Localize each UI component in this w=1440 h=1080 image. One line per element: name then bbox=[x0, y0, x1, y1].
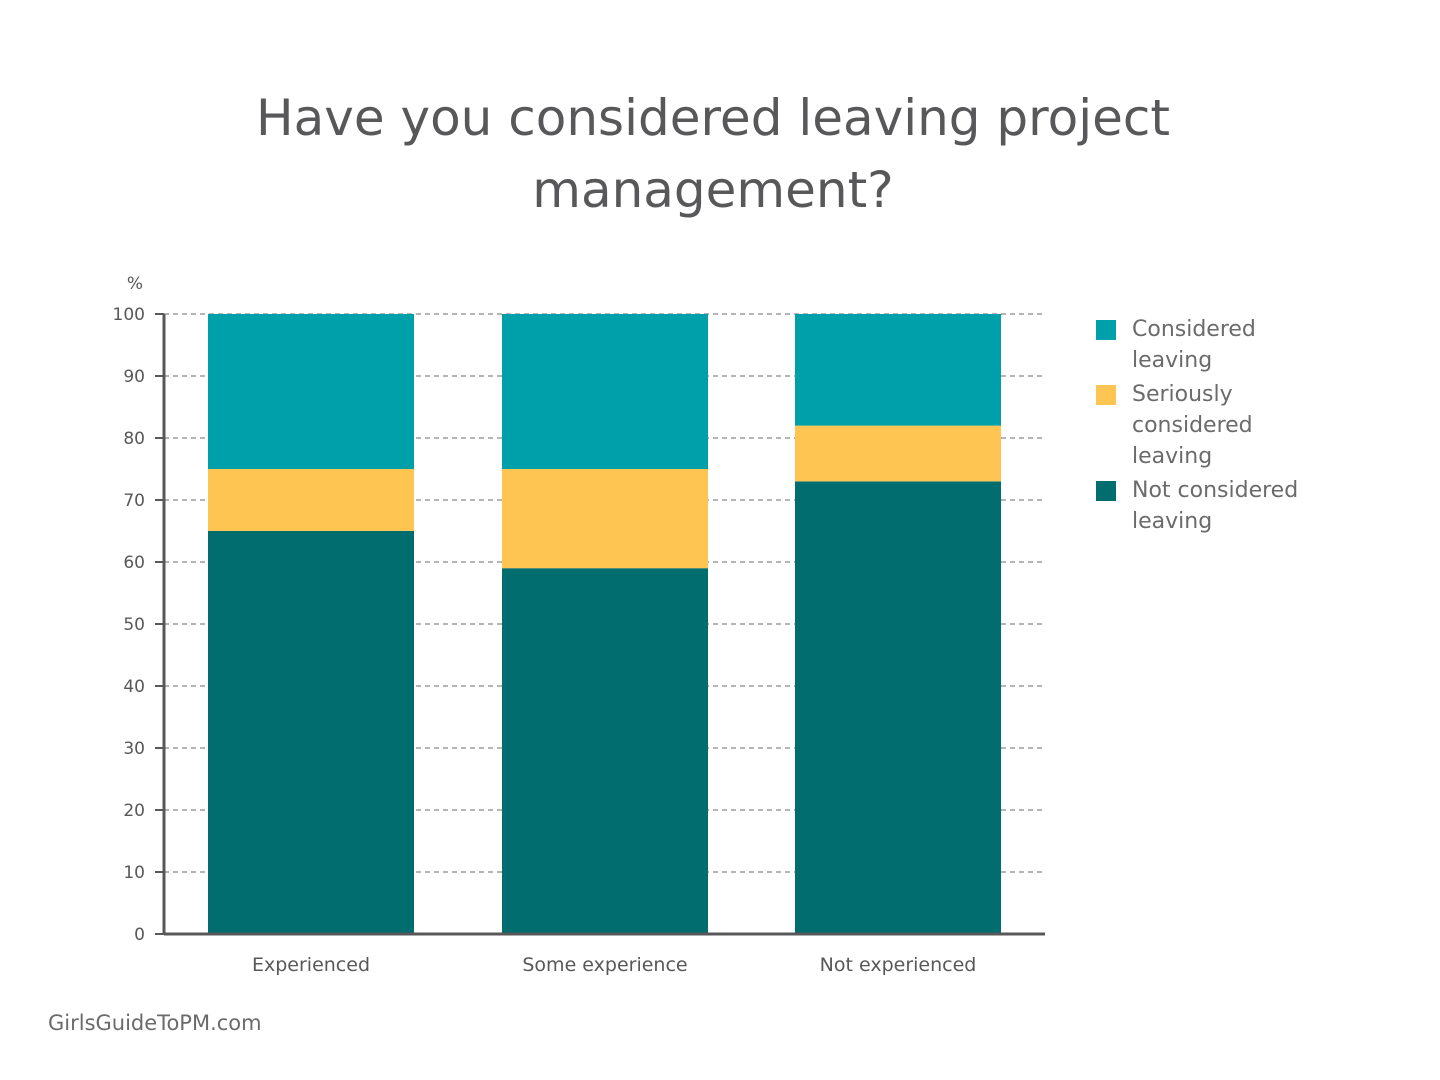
y-tick-label: 20 bbox=[123, 801, 145, 821]
bar-segment-considered-leaving bbox=[795, 314, 1001, 426]
bar-segment-seriously-considered-leaving bbox=[208, 469, 414, 531]
y-tick-label: 60 bbox=[123, 553, 145, 573]
bar-segment-seriously-considered-leaving bbox=[795, 425, 1001, 482]
y-tick-label: 50 bbox=[123, 615, 145, 635]
bar-segment-seriously-considered-leaving bbox=[502, 469, 708, 569]
legend-item: Not considered leaving bbox=[1096, 475, 1356, 537]
bars bbox=[208, 314, 1001, 934]
legend-label: Not considered leaving bbox=[1132, 478, 1299, 534]
x-tick-label: Experienced bbox=[252, 954, 370, 976]
y-tick-label: 30 bbox=[123, 739, 145, 759]
bar-segment-considered-leaving bbox=[502, 314, 708, 469]
y-tick-label: 10 bbox=[123, 863, 145, 883]
y-tick-label: 100 bbox=[113, 305, 145, 325]
y-tick-label: 70 bbox=[123, 491, 145, 511]
bar-segment-considered-leaving bbox=[208, 314, 414, 469]
y-tick-label: 0 bbox=[134, 925, 145, 945]
x-tick-label: Not experienced bbox=[820, 954, 977, 976]
x-tick-labels: Experienced Some experience Not experience… bbox=[252, 954, 976, 976]
legend-label: Considered leaving bbox=[1132, 317, 1256, 373]
x-tick-label: Some experience bbox=[522, 954, 687, 976]
bar-segment-not-considered-leaving bbox=[795, 481, 1001, 934]
legend-item: Considered leaving bbox=[1096, 314, 1356, 376]
y-tick-label: 90 bbox=[123, 367, 145, 387]
axes bbox=[155, 313, 1045, 936]
bar-segment-not-considered-leaving bbox=[502, 568, 708, 934]
y-tick-labels: 0 10 20 30 40 50 60 70 80 90 100 bbox=[113, 305, 145, 945]
legend-swatch bbox=[1096, 385, 1116, 405]
y-axis-unit-label: % bbox=[127, 274, 143, 294]
bar-segment-not-considered-leaving bbox=[208, 531, 414, 934]
legend-label: Seriously considered leaving bbox=[1132, 382, 1253, 469]
y-tick-label: 40 bbox=[123, 677, 145, 697]
legend-swatch bbox=[1096, 481, 1116, 501]
y-tick-label: 80 bbox=[123, 429, 145, 449]
source-credit: GirlsGuideToPM.com bbox=[48, 1011, 262, 1035]
legend: Considered leaving Seriously considered l… bbox=[1096, 314, 1356, 540]
chart-title: Have you considered leaving project mana… bbox=[256, 89, 1170, 219]
legend-swatch bbox=[1096, 320, 1116, 340]
legend-item: Seriously considered leaving bbox=[1096, 379, 1356, 472]
